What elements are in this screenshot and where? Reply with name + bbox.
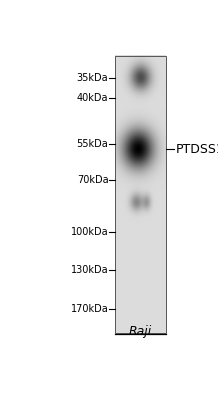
Text: 100kDa: 100kDa — [71, 227, 108, 237]
Text: 170kDa: 170kDa — [71, 304, 108, 314]
Text: 40kDa: 40kDa — [77, 93, 108, 103]
Text: Raji: Raji — [129, 324, 152, 338]
Text: PTDSS1: PTDSS1 — [176, 143, 218, 156]
Text: 55kDa: 55kDa — [77, 139, 108, 149]
Bar — [115, 56, 166, 333]
Text: 35kDa: 35kDa — [77, 73, 108, 83]
Text: 70kDa: 70kDa — [77, 174, 108, 184]
Text: 130kDa: 130kDa — [71, 265, 108, 275]
